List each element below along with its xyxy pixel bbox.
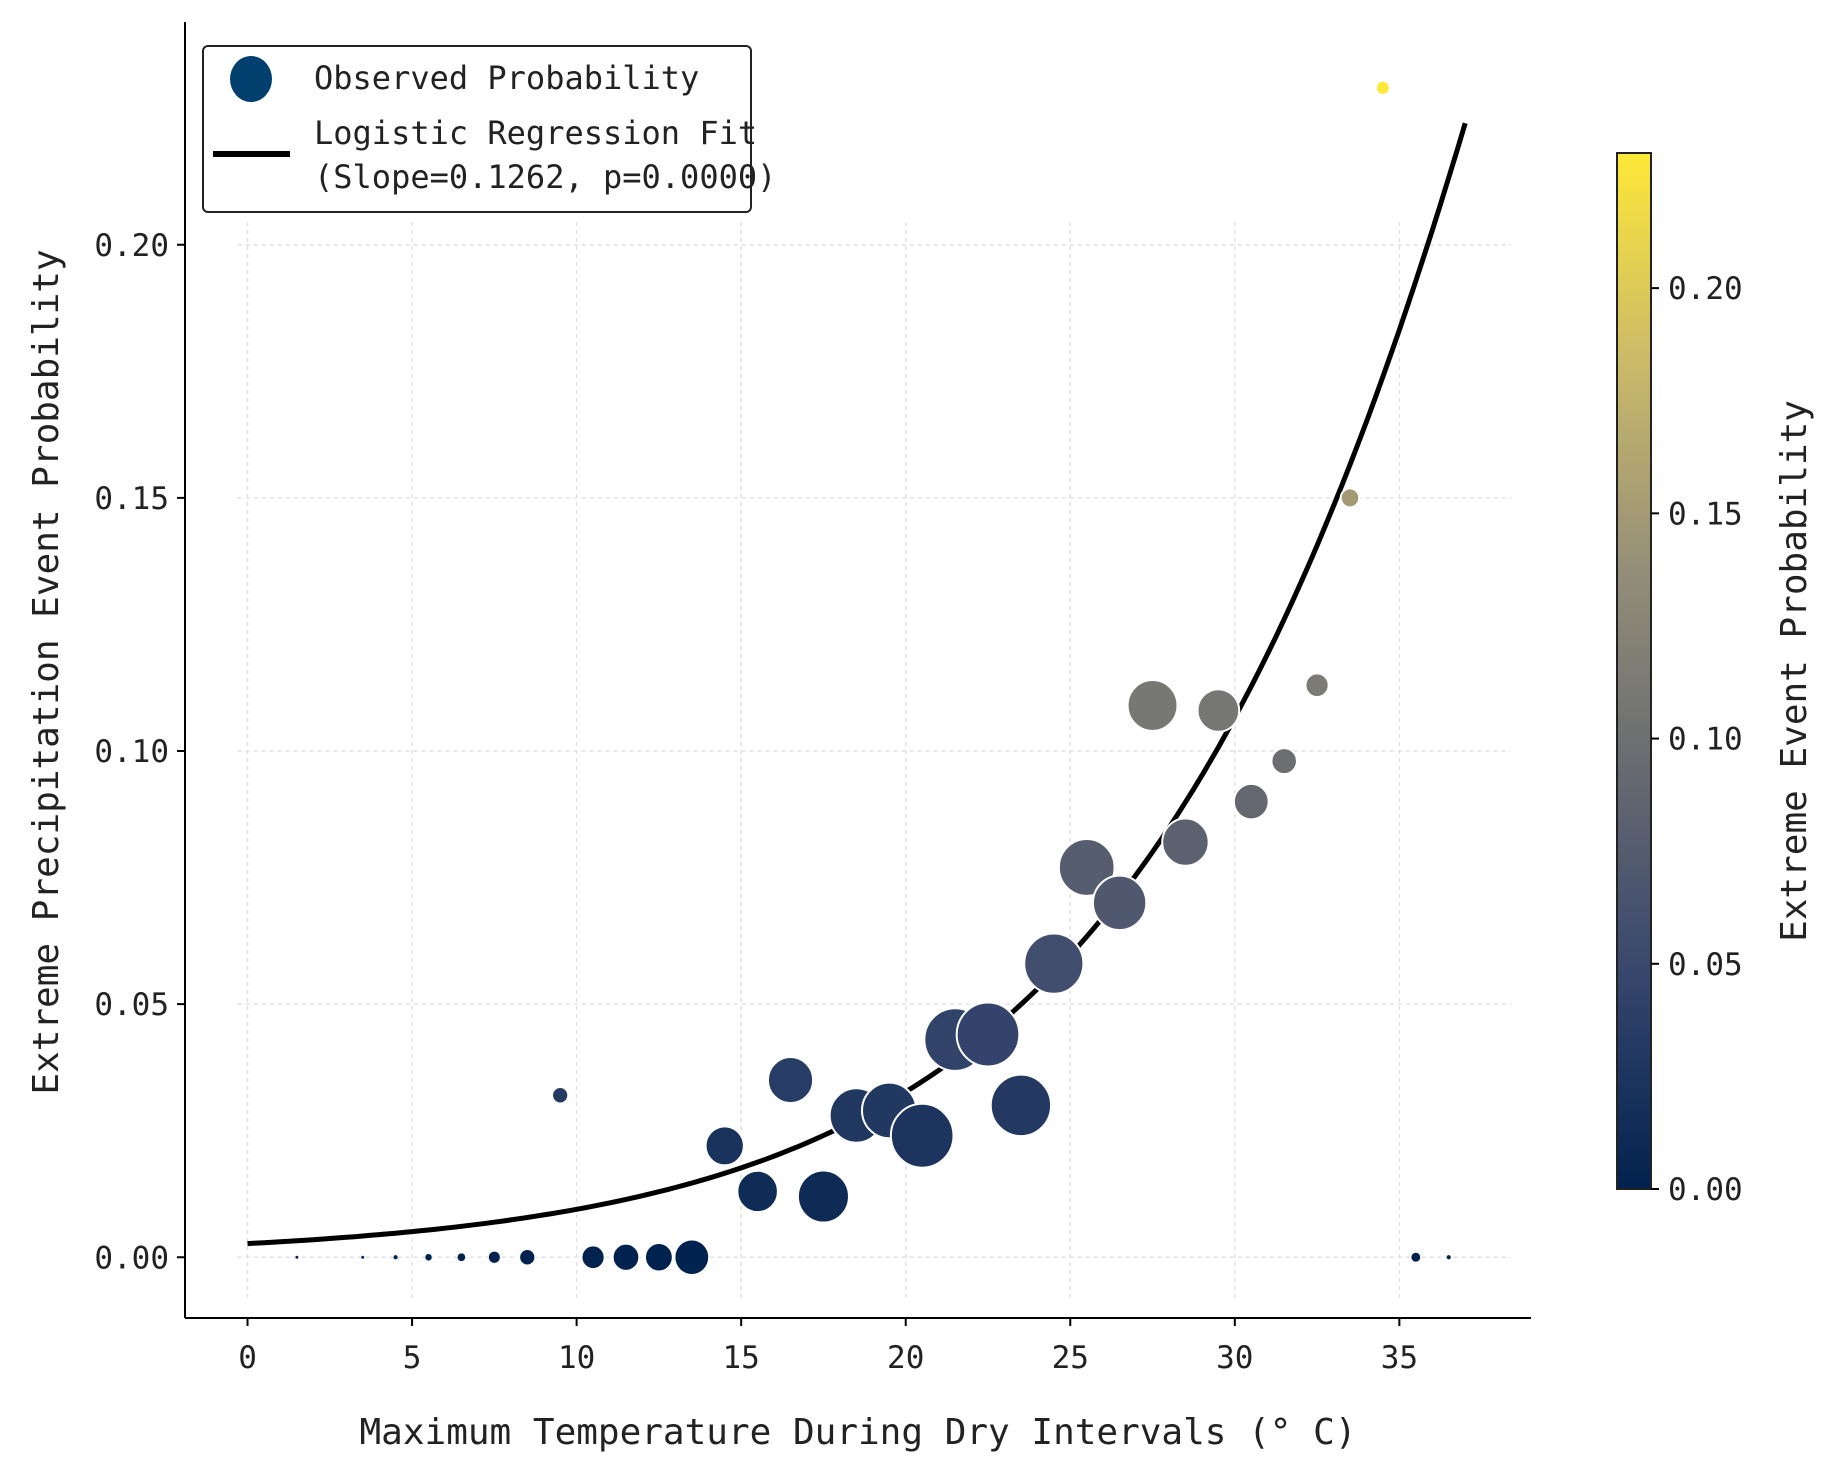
data-point xyxy=(1410,1252,1421,1263)
data-point xyxy=(955,1001,1021,1068)
y-tick-label: 0.10 xyxy=(94,734,169,770)
y-tick-label: 0.00 xyxy=(94,1240,169,1276)
gridlines xyxy=(237,222,1511,1298)
legend-label-fit-stats: (Slope=0.1262, p=0.0000) xyxy=(314,158,776,196)
data-point xyxy=(1270,747,1298,776)
colorbar-tick-label: 0.05 xyxy=(1668,947,1743,983)
legend: Observed Probability Logistic Regression… xyxy=(202,45,776,213)
data-point xyxy=(1339,487,1361,509)
data-point xyxy=(989,1073,1053,1138)
x-axis-title: Maximum Temperature During Dry Intervals… xyxy=(360,1412,1357,1453)
data-point xyxy=(488,1251,501,1264)
y-tick-label: 0.20 xyxy=(94,228,169,264)
colorbar-tick-label: 0.20 xyxy=(1668,271,1743,307)
y-axis-title: Extreme Precipitation Event Probability xyxy=(26,249,67,1094)
legend-label-fit: Logistic Regression Fit xyxy=(314,114,757,152)
x-tick-label: 20 xyxy=(887,1340,924,1376)
y-tick-label: 0.15 xyxy=(94,481,169,517)
x-tick-label: 5 xyxy=(403,1340,422,1376)
axes xyxy=(184,22,1531,1319)
colorbar-tick-label: 0.00 xyxy=(1668,1172,1743,1208)
data-point xyxy=(1374,79,1391,96)
data-point xyxy=(1057,838,1116,897)
data-point xyxy=(673,1238,711,1276)
data-point xyxy=(393,1254,399,1260)
data-point xyxy=(360,1255,365,1260)
colorbar-ticks: 0.00 0.05 0.10 0.15 0.20 xyxy=(1651,271,1743,1208)
data-point xyxy=(796,1169,850,1224)
data-point xyxy=(457,1252,466,1262)
colorbar-tick-label: 0.10 xyxy=(1668,722,1743,758)
data-point xyxy=(1161,817,1210,867)
data-point xyxy=(1196,688,1241,733)
y-ticks: 0.00 0.05 0.10 0.15 0.20 xyxy=(94,228,185,1276)
fit-layer xyxy=(247,122,1468,1247)
colorbar-label: Extreme Event Probability xyxy=(1774,400,1815,942)
data-point xyxy=(704,1125,745,1167)
data-point xyxy=(1023,932,1085,995)
x-tick-label: 15 xyxy=(723,1340,760,1376)
data-point xyxy=(424,1253,433,1262)
data-point xyxy=(1446,1254,1452,1260)
logistic-fit-line xyxy=(247,122,1468,1247)
data-point xyxy=(1304,672,1330,699)
scatter-points xyxy=(294,79,1452,1276)
colorbar-tick-label: 0.15 xyxy=(1668,496,1743,532)
x-ticks: 0 5 10 15 20 25 30 35 xyxy=(238,1318,1418,1376)
data-point xyxy=(766,1055,815,1105)
data-point xyxy=(889,1102,955,1169)
x-tick-label: 10 xyxy=(558,1340,595,1376)
data-point xyxy=(551,1085,570,1105)
data-point xyxy=(580,1244,606,1271)
legend-marker-observed xyxy=(230,56,272,102)
colorbar: 0.00 0.05 0.10 0.15 0.20 Extreme Event Proba… xyxy=(1616,152,1815,1208)
colorbar-gradient xyxy=(1616,152,1652,1190)
x-tick-label: 35 xyxy=(1381,1340,1418,1376)
data-point xyxy=(518,1247,537,1267)
x-tick-label: 0 xyxy=(238,1340,257,1376)
legend-label-observed: Observed Probability xyxy=(314,59,699,97)
data-point xyxy=(736,1169,779,1214)
data-point xyxy=(294,1255,299,1260)
x-tick-label: 25 xyxy=(1052,1340,1089,1376)
data-point xyxy=(1091,874,1148,932)
x-tick-label: 30 xyxy=(1216,1340,1253,1376)
data-point xyxy=(1126,678,1179,732)
y-tick-label: 0.05 xyxy=(94,987,169,1023)
data-point xyxy=(611,1242,641,1272)
data-point xyxy=(1232,782,1270,821)
data-point xyxy=(643,1242,674,1273)
legend-box xyxy=(202,45,752,213)
